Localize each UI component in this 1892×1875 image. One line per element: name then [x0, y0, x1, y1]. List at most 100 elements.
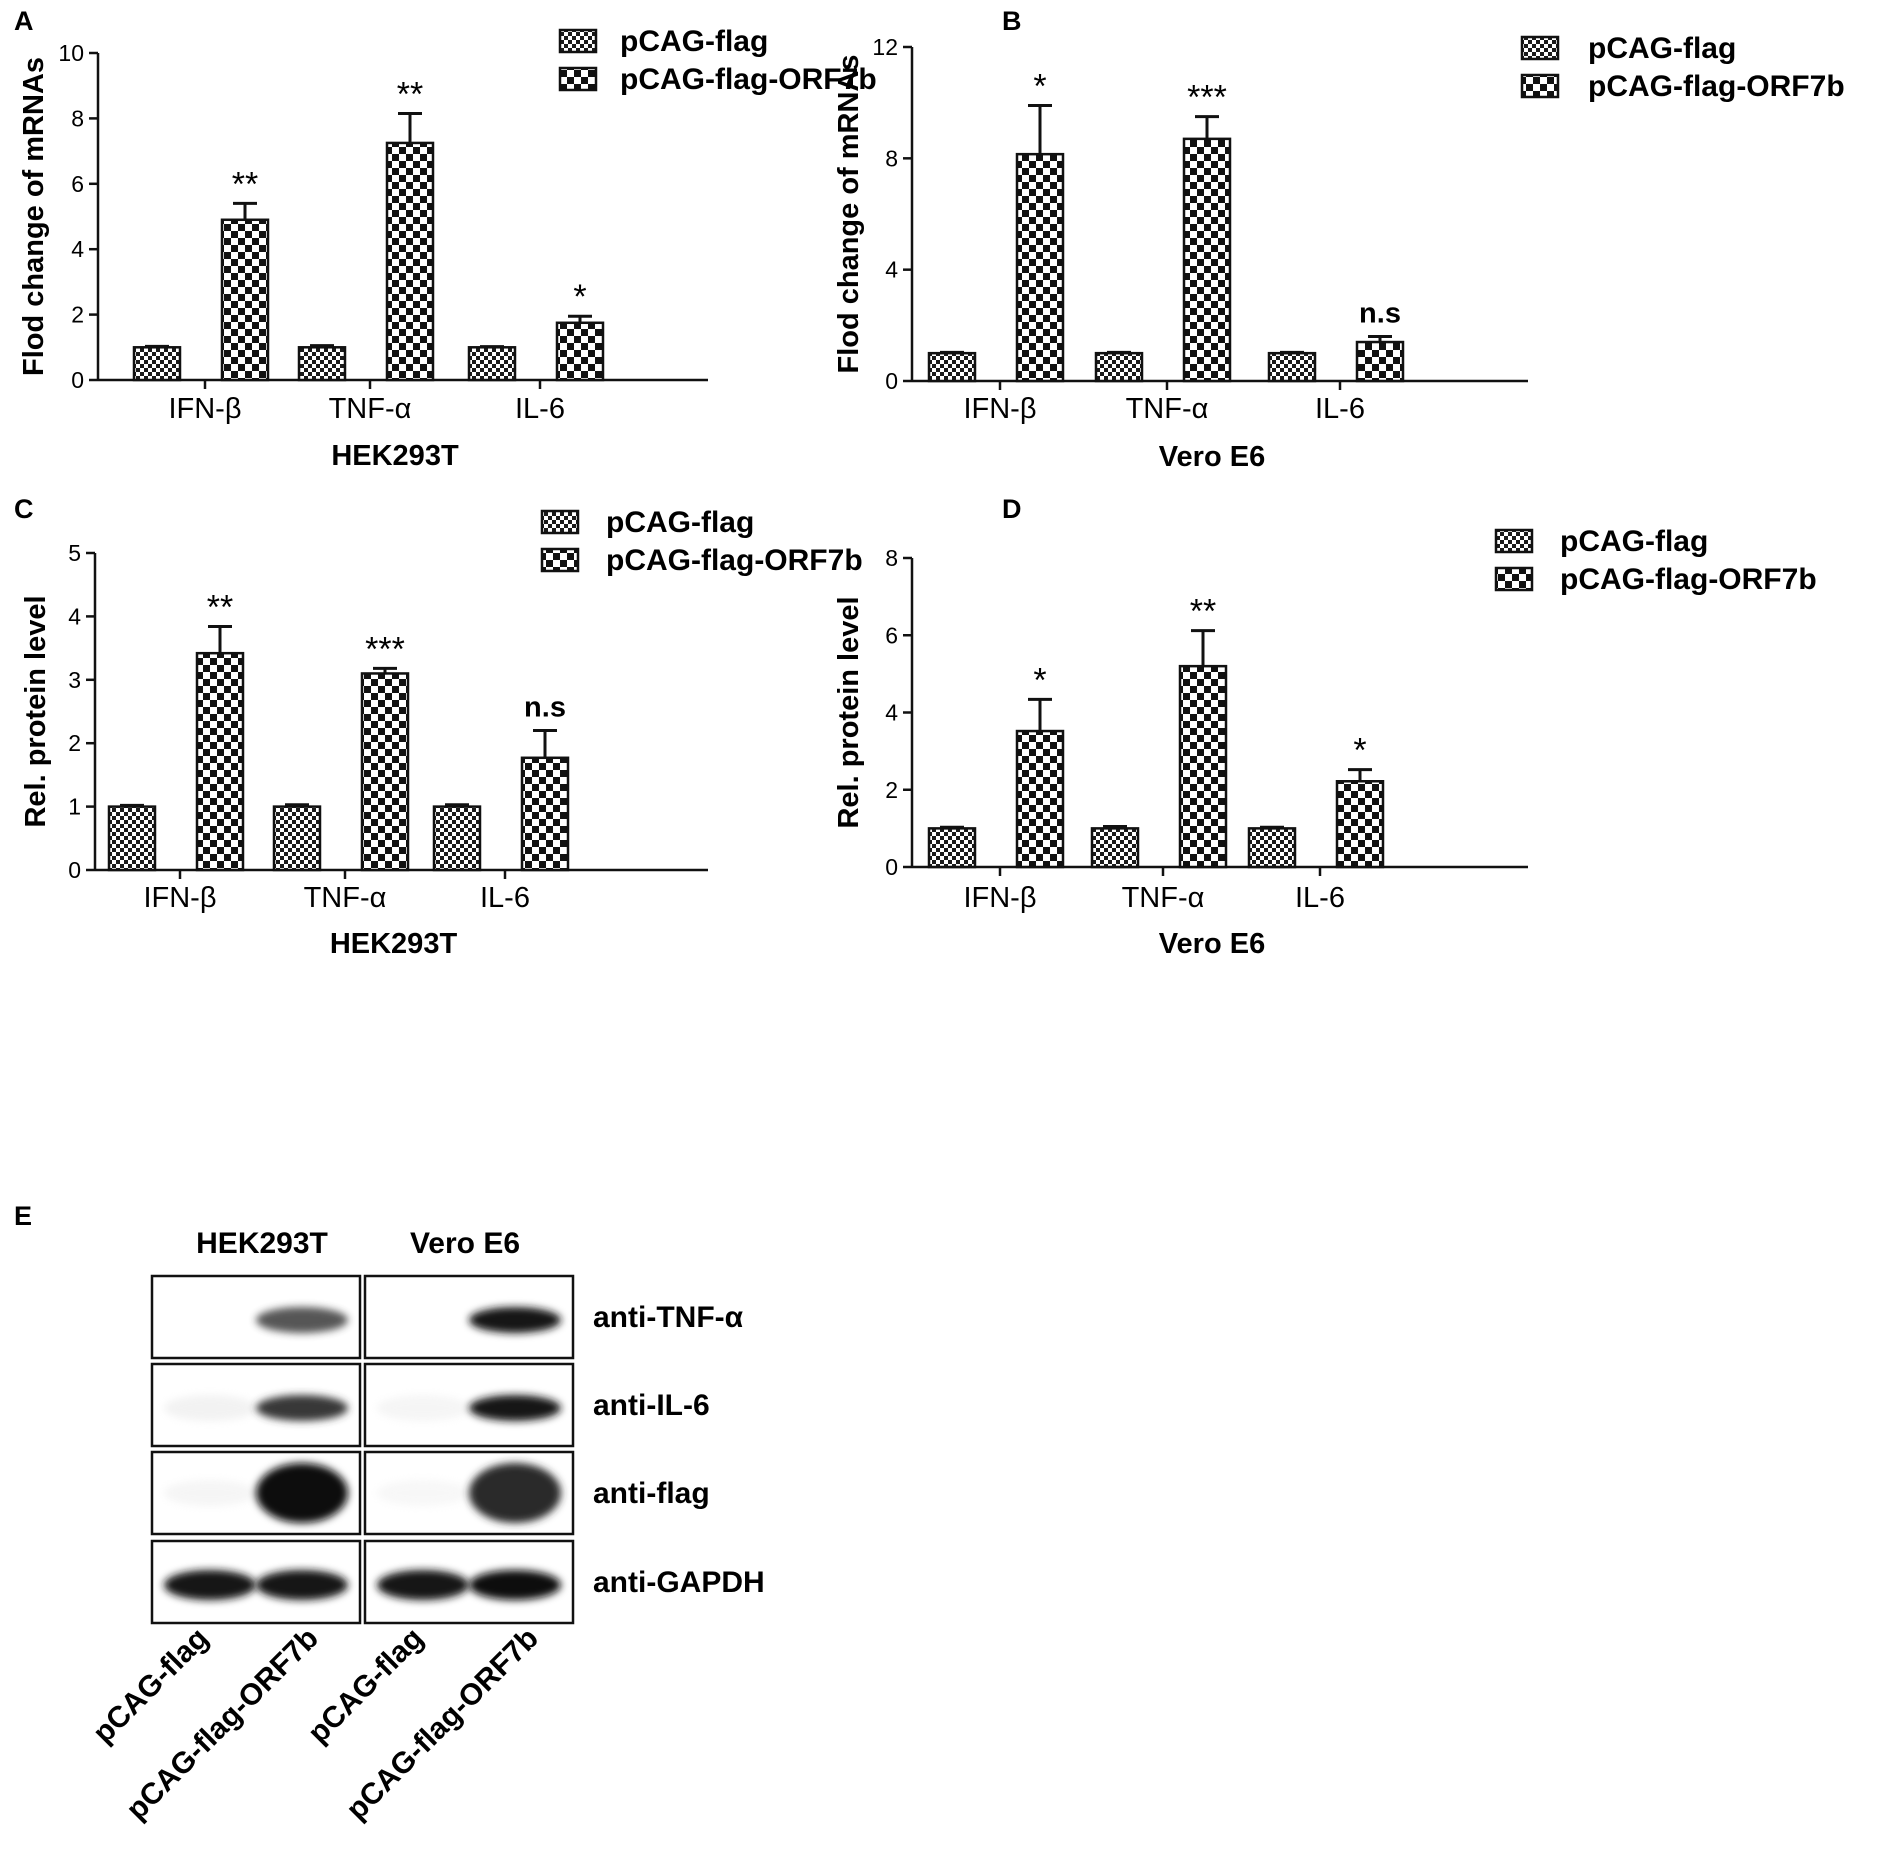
- y-tick-label: 8: [885, 545, 898, 571]
- legend-swatch: [558, 28, 598, 54]
- bar-pcag-flag: [132, 346, 182, 382]
- y-tick-label: 2: [885, 777, 898, 803]
- legend-label: pCAG-flag: [1588, 32, 1736, 65]
- bar-pcag-flag: [297, 346, 347, 382]
- bar-pcag-flag-orf7b: [1335, 780, 1385, 869]
- x-tick-label: IL-6: [515, 393, 565, 425]
- legend-swatch: [1520, 73, 1560, 99]
- bar-pcag-flag-orf7b: [1182, 137, 1232, 383]
- blot-band: [377, 1570, 469, 1600]
- x-tick-label: IFN-β: [168, 393, 241, 425]
- bar-pcag-flag-orf7b: [1355, 340, 1405, 383]
- western-blot-panel: E HEK293T Vero E6 anti-TNF-α anti-IL-6 anti-f…: [14, 1201, 765, 1826]
- panel-letter: C: [14, 494, 34, 524]
- x-tick-label: IL-6: [480, 882, 530, 914]
- significance-label: **: [1190, 593, 1216, 631]
- blot-band: [256, 1463, 348, 1523]
- bar-pcag-flag: [1247, 827, 1297, 869]
- legend-swatch: [540, 547, 580, 573]
- bar-pcag-flag-orf7b: [1015, 729, 1065, 869]
- bar-pcag-flag-orf7b: [385, 141, 435, 382]
- significance-label: ***: [1187, 79, 1227, 117]
- x-tick-label: IL-6: [1315, 393, 1365, 425]
- y-tick-label: 6: [885, 622, 898, 648]
- blot-band: [164, 1480, 256, 1506]
- antibody-label: anti-IL-6: [593, 1389, 710, 1422]
- x-tick-label: IFN-β: [963, 882, 1036, 914]
- bar-pcag-flag: [107, 805, 157, 872]
- x-tick-label: IFN-β: [143, 882, 216, 914]
- blot-band: [377, 1480, 469, 1506]
- blot-band: [469, 1395, 561, 1421]
- blot-band: [469, 1307, 561, 1333]
- cell-line-label: HEK293T: [196, 1227, 328, 1260]
- x-tick-label: IL-6: [1295, 882, 1345, 914]
- x-axis-title: HEK293T: [330, 928, 458, 960]
- y-tick-label: 12: [872, 34, 898, 60]
- chart-panel-A: A 0 2 4 6 8 10 Flod change of mRNAs IFN-β ** TNF-α…: [14, 6, 877, 472]
- blot-band: [377, 1395, 469, 1421]
- lane-label: pCAG-flag: [302, 1622, 430, 1750]
- legend-label: pCAG-flag: [1560, 525, 1708, 558]
- legend-label: pCAG-flag-ORF7b: [606, 544, 863, 577]
- legend-swatch: [1494, 566, 1534, 592]
- y-tick-label: 2: [68, 730, 81, 756]
- significance-label: **: [397, 75, 423, 113]
- y-axis-label: Flod change of mRNAs: [18, 57, 50, 376]
- significance-label: **: [232, 165, 258, 203]
- blot-band: [256, 1570, 348, 1600]
- legend-label: pCAG-flag-ORF7b: [1588, 70, 1845, 103]
- x-tick-label: IFN-β: [963, 393, 1036, 425]
- significance-label: n.s: [1359, 297, 1401, 329]
- y-tick-label: 0: [885, 368, 898, 394]
- y-axis-label: Flod change of mRNAs: [833, 54, 865, 373]
- antibody-label: anti-GAPDH: [593, 1566, 765, 1599]
- bar-pcag-flag: [1267, 351, 1317, 383]
- significance-label: **: [207, 589, 233, 627]
- blot-band: [256, 1395, 348, 1421]
- chart-panel-B: B 0 4 8 12 Flod change of mRNAs IFN-β * TNF-α ***…: [833, 6, 1845, 473]
- antibody-label: anti-flag: [593, 1477, 710, 1510]
- significance-label: *: [1033, 67, 1046, 105]
- significance-label: n.s: [524, 692, 566, 724]
- y-axis-label: Rel. protein level: [833, 596, 865, 828]
- x-tick-label: TNF-α: [1122, 882, 1205, 914]
- blot-band: [469, 1463, 561, 1523]
- y-tick-label: 5: [68, 540, 81, 566]
- panel-letter: A: [14, 6, 34, 36]
- legend-label: pCAG-flag: [606, 506, 754, 539]
- legend-swatch: [558, 66, 598, 92]
- x-tick-label: TNF-α: [329, 393, 412, 425]
- x-axis-title: HEK293T: [331, 440, 459, 472]
- bar-pcag-flag-orf7b: [220, 218, 270, 382]
- blot-band: [469, 1570, 561, 1600]
- y-tick-label: 10: [58, 40, 84, 66]
- lane-label: pCAG-flag-ORF7b: [120, 1622, 325, 1827]
- blot-band: [164, 1570, 256, 1600]
- bar-pcag-flag-orf7b: [1015, 152, 1065, 383]
- bar-pcag-flag: [927, 827, 977, 869]
- bar-pcag-flag-orf7b: [1178, 664, 1228, 869]
- x-axis-title: Vero E6: [1159, 441, 1265, 473]
- y-tick-label: 4: [885, 257, 898, 283]
- legend-label: pCAG-flag: [620, 25, 768, 58]
- y-axis-label: Rel. protein level: [20, 595, 52, 827]
- y-tick-label: 6: [71, 171, 84, 197]
- bar-pcag-flag-orf7b: [520, 756, 570, 872]
- bar-pcag-flag: [927, 351, 977, 383]
- bar-pcag-flag-orf7b: [555, 321, 605, 382]
- y-tick-label: 3: [68, 667, 81, 693]
- x-tick-label: TNF-α: [1126, 393, 1209, 425]
- significance-label: *: [1033, 661, 1046, 699]
- panel-letter: B: [1002, 6, 1022, 36]
- legend-swatch: [1494, 528, 1534, 554]
- bar-pcag-flag-orf7b: [360, 672, 410, 872]
- legend-label: pCAG-flag-ORF7b: [620, 63, 877, 96]
- y-tick-label: 0: [68, 857, 81, 883]
- y-tick-label: 8: [71, 105, 84, 131]
- legend-swatch: [1520, 35, 1560, 61]
- blot-band: [164, 1395, 256, 1421]
- bar-pcag-flag: [272, 805, 322, 872]
